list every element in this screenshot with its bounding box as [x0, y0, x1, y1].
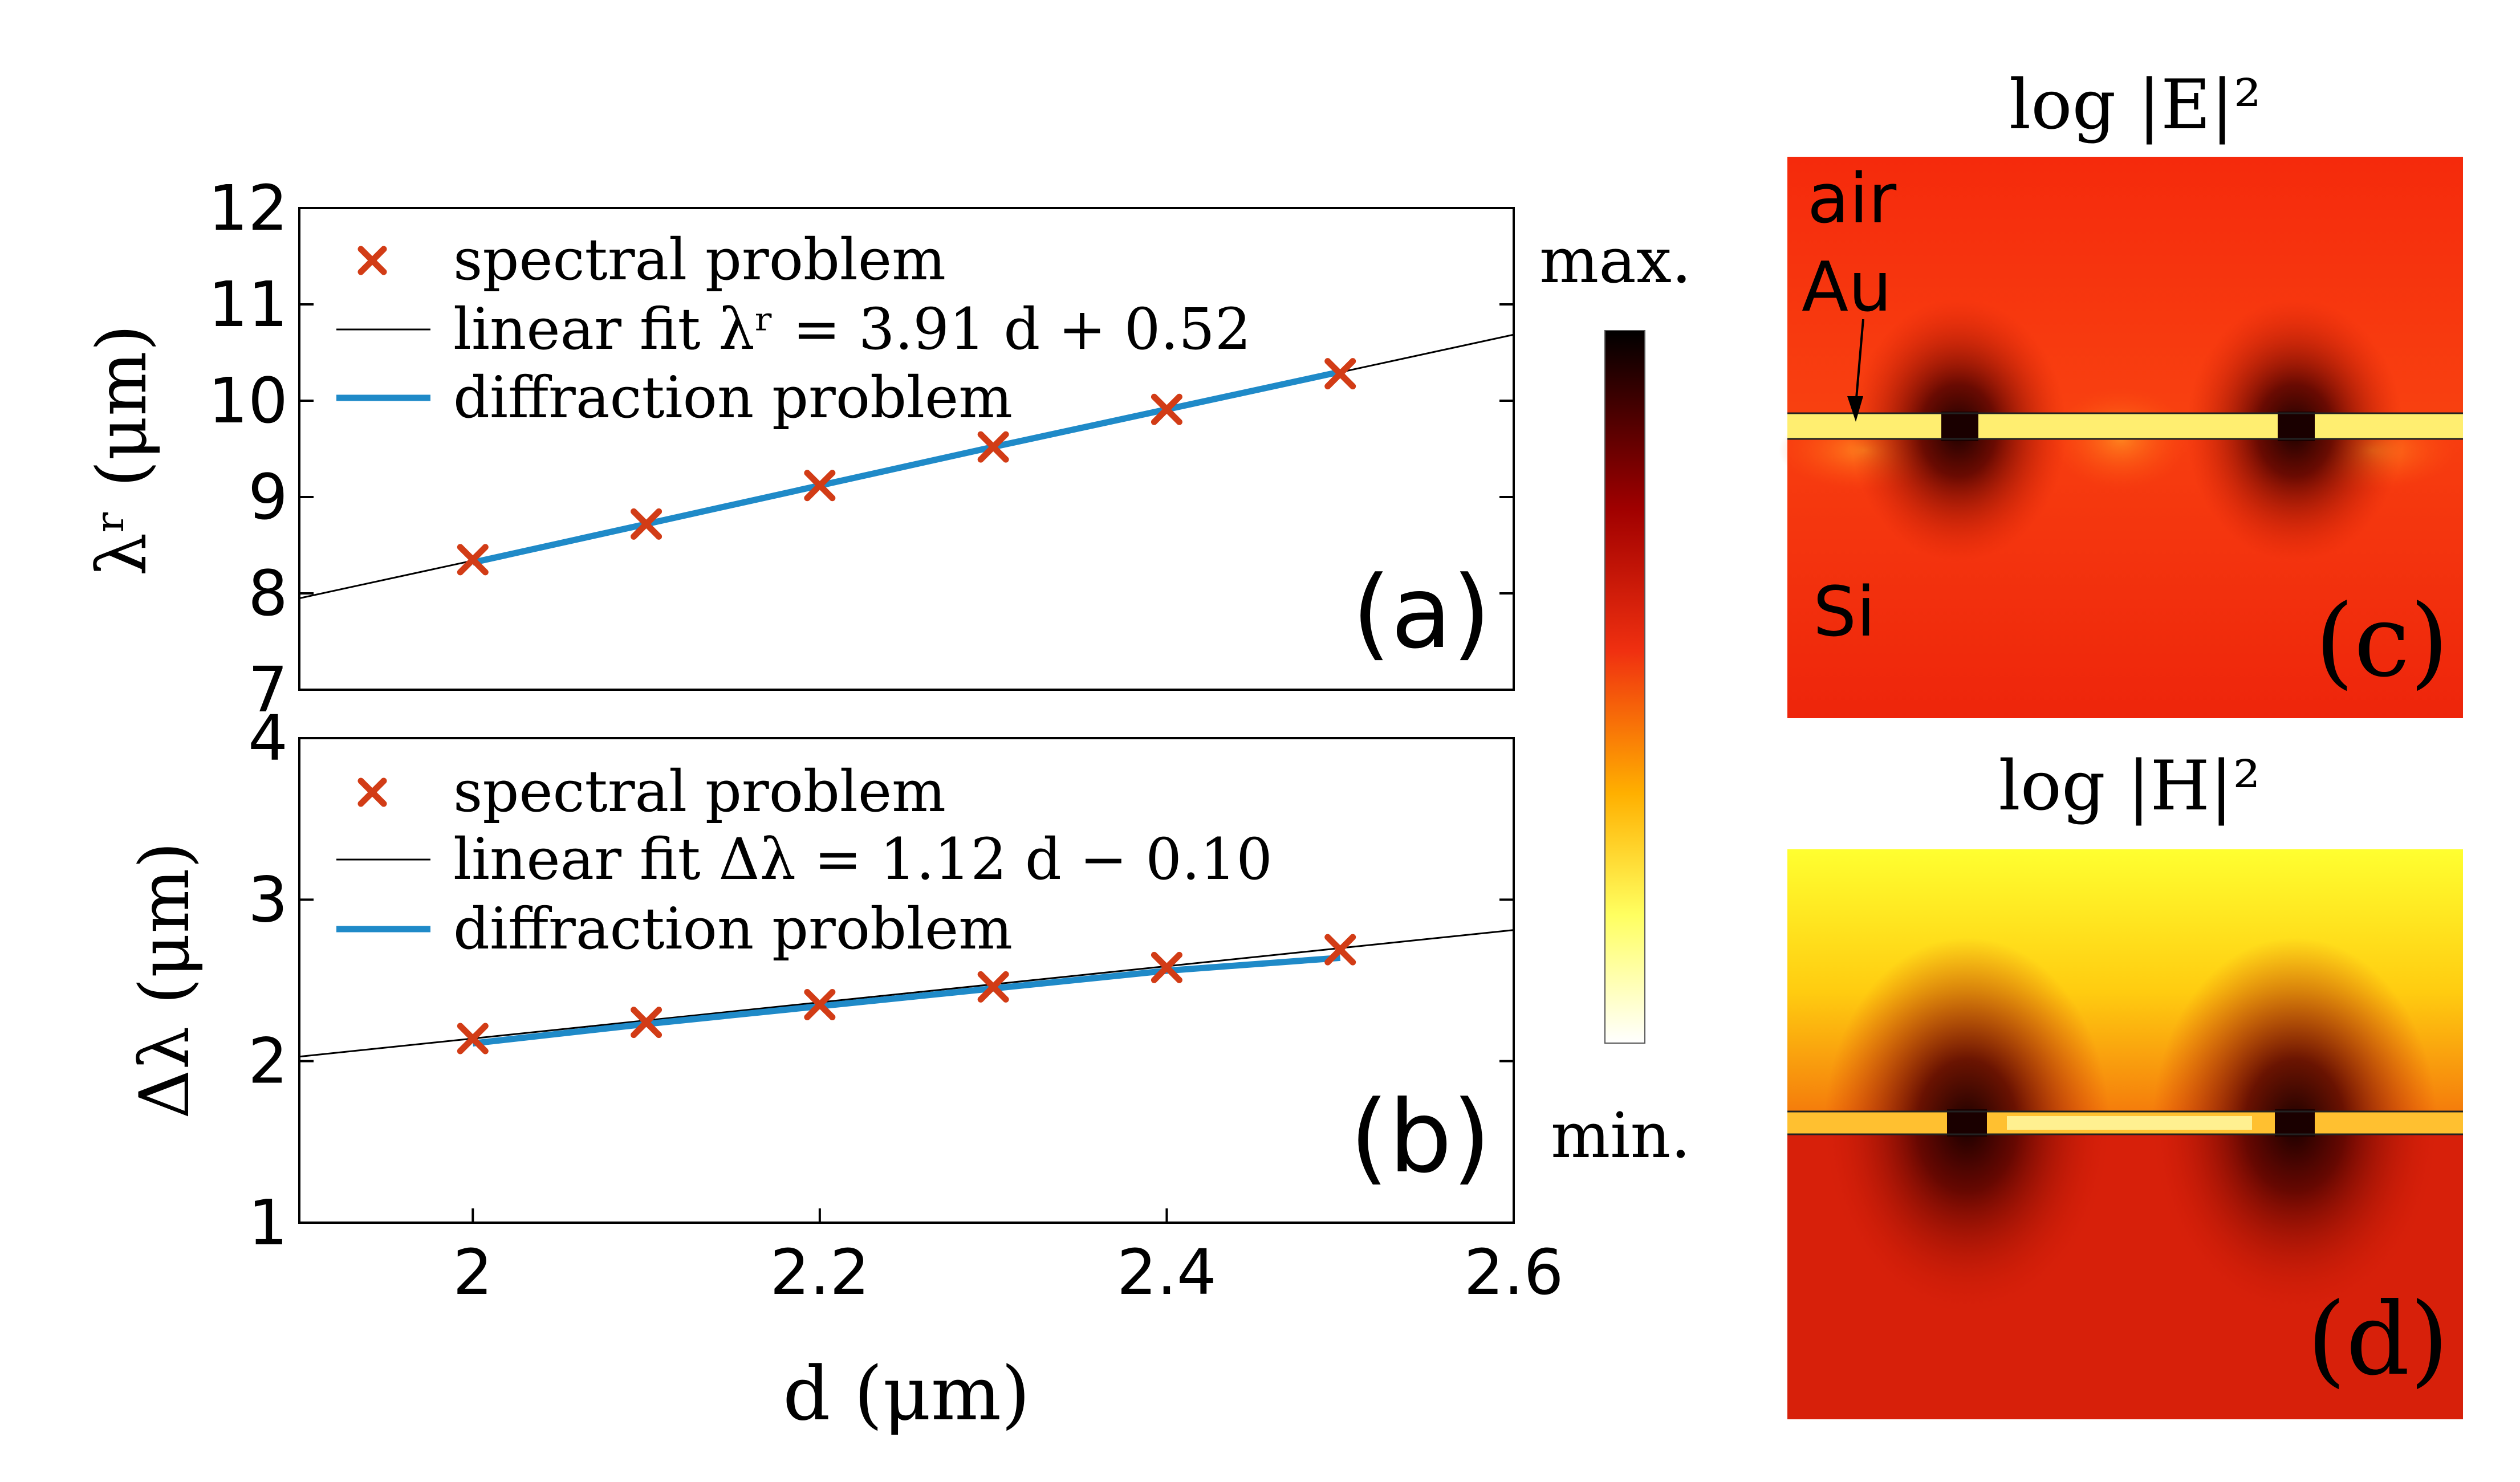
y-tick-label: 3: [248, 863, 288, 936]
spectral-marker: [1151, 393, 1182, 425]
label-air: air: [1807, 160, 1897, 239]
y-tick-label: 7: [248, 653, 288, 726]
panel-a-y-label: λʳ (μm): [83, 324, 162, 576]
slit: [1941, 412, 1978, 441]
slit: [1947, 1109, 1987, 1137]
panel-b: 1 2 3 4 2 2.2 2.4 2.6 Δλ (μm) d (μm) spectral …: [125, 702, 1563, 1437]
panel-a-legend-fit: linear fit λʳ = 3.91 d + 0.52: [453, 296, 1251, 363]
panel-c: log |E|² air Au Si (c): [1779, 66, 2463, 718]
panel-d-title: log |H|²: [1998, 747, 2260, 826]
spectral-marker: [1324, 358, 1356, 390]
label-si: Si: [1813, 573, 1876, 652]
colorbar: max. min.: [1539, 224, 1692, 1172]
panel-a-diffraction-line: [472, 368, 1341, 566]
slit: [2278, 412, 2315, 441]
panel-b-y-label: Δλ (μm): [125, 842, 205, 1119]
x-axis-label: d (μm): [783, 1350, 1030, 1437]
panel-c-tag: (c): [2315, 584, 2449, 699]
panel-a-frame: [298, 207, 1515, 691]
colorbar-max-label: max.: [1539, 224, 1692, 297]
spectral-marker: [457, 544, 489, 576]
spectral-marker: [804, 470, 836, 502]
panel-b-spectral-markers: [457, 934, 1356, 1054]
spectral-marker: [977, 971, 1009, 1003]
panel-b-legend-fit: linear fit Δλ = 1.12 d − 0.10: [453, 826, 1273, 893]
legend-marker-icon: [357, 777, 387, 807]
x-tick-label: 2: [453, 1236, 493, 1309]
panel-a-legend-diffraction: diffraction problem: [453, 364, 1013, 431]
panel-b-x-ticks: 2 2.2 2.4 2.6: [453, 1208, 1563, 1309]
colorbar-gradient: [1604, 330, 1645, 1044]
panel-c-title: log |E|²: [2009, 66, 2261, 145]
panel-b-frame: [298, 737, 1515, 1224]
y-tick-label: 2: [248, 1025, 288, 1098]
panel-b-linear-fit-line: [299, 929, 1514, 1058]
panel-a-tag: (a): [1352, 555, 1491, 671]
y-tick-label: 11: [208, 268, 288, 341]
arrow-line: [1855, 319, 1864, 405]
panel-a-spectral-markers: [457, 358, 1356, 576]
panel-a: 7 8 9 10 11 12 λʳ (μm) spectral problem linea…: [83, 172, 1515, 726]
spectral-marker: [631, 508, 662, 540]
panel-b-diffraction-line: [472, 954, 1341, 1047]
legend-marker-icon: [357, 246, 387, 275]
panel-d-tag: (d): [2307, 1282, 2449, 1398]
gold-layer: [1787, 413, 2463, 439]
panel-b-legend-spectral: spectral problem: [453, 758, 946, 825]
panel-d: log |H|² (d): [1787, 747, 2463, 1419]
x-tick-label: 2.2: [770, 1236, 869, 1309]
panel-b-legend: spectral problem linear fit Δλ = 1.12 d …: [336, 758, 1273, 962]
panel-b-tag: (b): [1350, 1080, 1491, 1195]
gold-layer-glow: [2007, 1116, 2252, 1130]
spectral-marker: [631, 1007, 662, 1039]
y-tick-label: 10: [208, 364, 288, 437]
y-tick-label: 8: [248, 557, 288, 630]
x-tick-label: 2.4: [1117, 1236, 1217, 1309]
arrow-head-icon: [1847, 396, 1863, 422]
y-tick-label: 4: [248, 702, 288, 775]
x-tick-label: 2.6: [1464, 1236, 1564, 1309]
spectral-marker: [1324, 934, 1356, 966]
panel-a-legend-spectral: spectral problem: [453, 226, 946, 293]
y-tick-label: 1: [248, 1186, 288, 1259]
panel-a-legend: spectral problem linear fit λʳ = 3.91 d …: [336, 226, 1251, 431]
label-au: Au: [1802, 248, 1892, 327]
y-tick-label: 12: [208, 172, 288, 245]
spectral-marker: [804, 989, 836, 1020]
y-tick-label: 9: [248, 461, 288, 534]
spectral-marker: [977, 431, 1009, 463]
panel-b-legend-diffraction: diffraction problem: [453, 895, 1013, 962]
slit: [2275, 1109, 2315, 1137]
panel-a-y-ticks: 7 8 9 10 11 12: [208, 172, 1514, 726]
colorbar-min-label: min.: [1551, 1099, 1690, 1172]
spectral-marker: [1151, 951, 1182, 983]
panel-b-y-ticks: 1 2 3 4: [248, 702, 1514, 1259]
spectral-marker: [457, 1023, 489, 1054]
